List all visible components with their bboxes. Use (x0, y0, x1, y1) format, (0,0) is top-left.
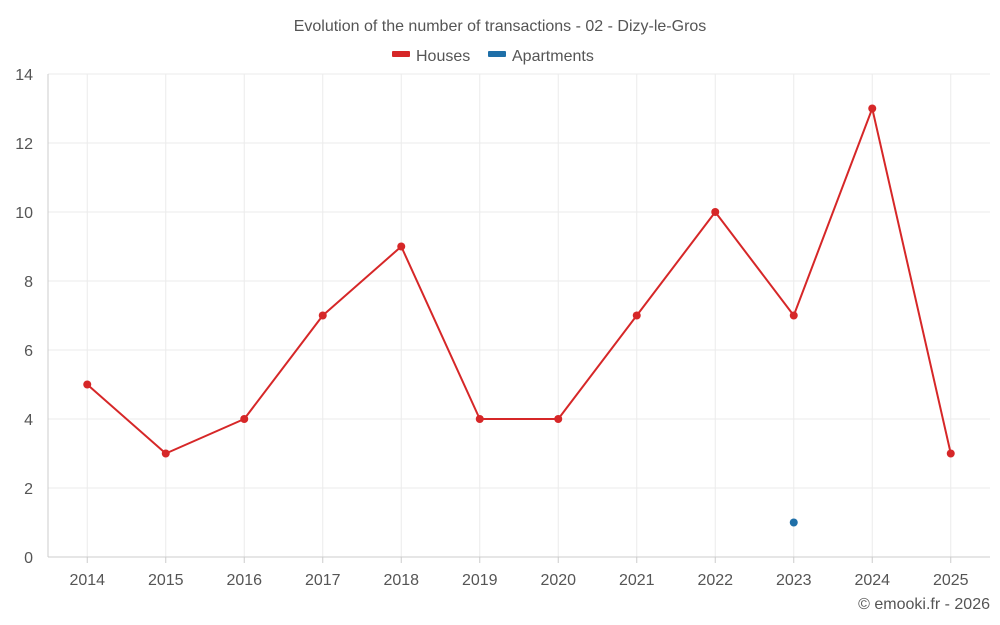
data-point-houses[interactable] (946, 449, 955, 458)
x-tick-label: 2015 (148, 572, 184, 589)
data-point-houses[interactable] (868, 104, 877, 113)
data-point-houses[interactable] (554, 415, 563, 423)
x-tick-label: 2020 (540, 572, 576, 589)
x-tick-label: 2024 (854, 572, 890, 589)
y-tick-label: 6 (24, 343, 33, 360)
y-tick-label: 0 (24, 550, 33, 567)
y-tick-label: 2 (24, 481, 33, 498)
x-tick-label: 2021 (619, 572, 655, 589)
legend-label-houses[interactable]: Houses (416, 48, 470, 65)
data-point-apartments[interactable] (789, 518, 798, 527)
legend-swatch-apartments (488, 51, 506, 57)
legend-swatch-houses (392, 51, 410, 57)
data-point-houses[interactable] (475, 415, 484, 423)
data-point-houses[interactable] (240, 415, 249, 423)
y-tick-label: 4 (24, 412, 33, 429)
series-apartments (789, 518, 798, 527)
x-tick-label: 2022 (697, 572, 733, 589)
y-tick-label: 12 (15, 136, 33, 153)
x-tick-label: 2016 (226, 572, 262, 589)
x-tick-label: 2023 (776, 572, 812, 589)
data-point-houses[interactable] (711, 208, 720, 216)
data-point-houses[interactable] (632, 311, 641, 320)
data-point-houses[interactable] (789, 311, 798, 320)
grid (48, 73, 990, 557)
data-point-houses[interactable] (83, 380, 92, 389)
legend: Houses Apartments (392, 48, 594, 65)
data-point-houses[interactable] (397, 242, 406, 251)
series-houses (83, 104, 955, 458)
data-point-houses[interactable] (318, 311, 327, 320)
y-tick-label: 8 (24, 274, 33, 291)
x-tick-label: 2017 (305, 572, 341, 589)
x-tick-label: 2025 (933, 572, 969, 589)
x-tick-label: 2019 (462, 572, 498, 589)
series (83, 104, 955, 527)
y-tick-label: 14 (15, 67, 33, 84)
credit-text: © emooki.fr - 2026 (858, 596, 990, 613)
y-tick-label: 10 (15, 205, 33, 222)
legend-label-apartments[interactable]: Apartments (512, 48, 594, 65)
data-point-houses[interactable] (161, 449, 170, 458)
series-line-houses (86, 107, 952, 455)
x-tick-label: 2014 (69, 572, 105, 589)
x-tick-label: 2018 (383, 572, 419, 589)
axes: 0 2 4 6 8 10 12 14 2014 2015 2016 2017 2018 2019 2020 2… (15, 67, 990, 589)
chart-title: Evolution of the number of transactions … (294, 18, 707, 35)
